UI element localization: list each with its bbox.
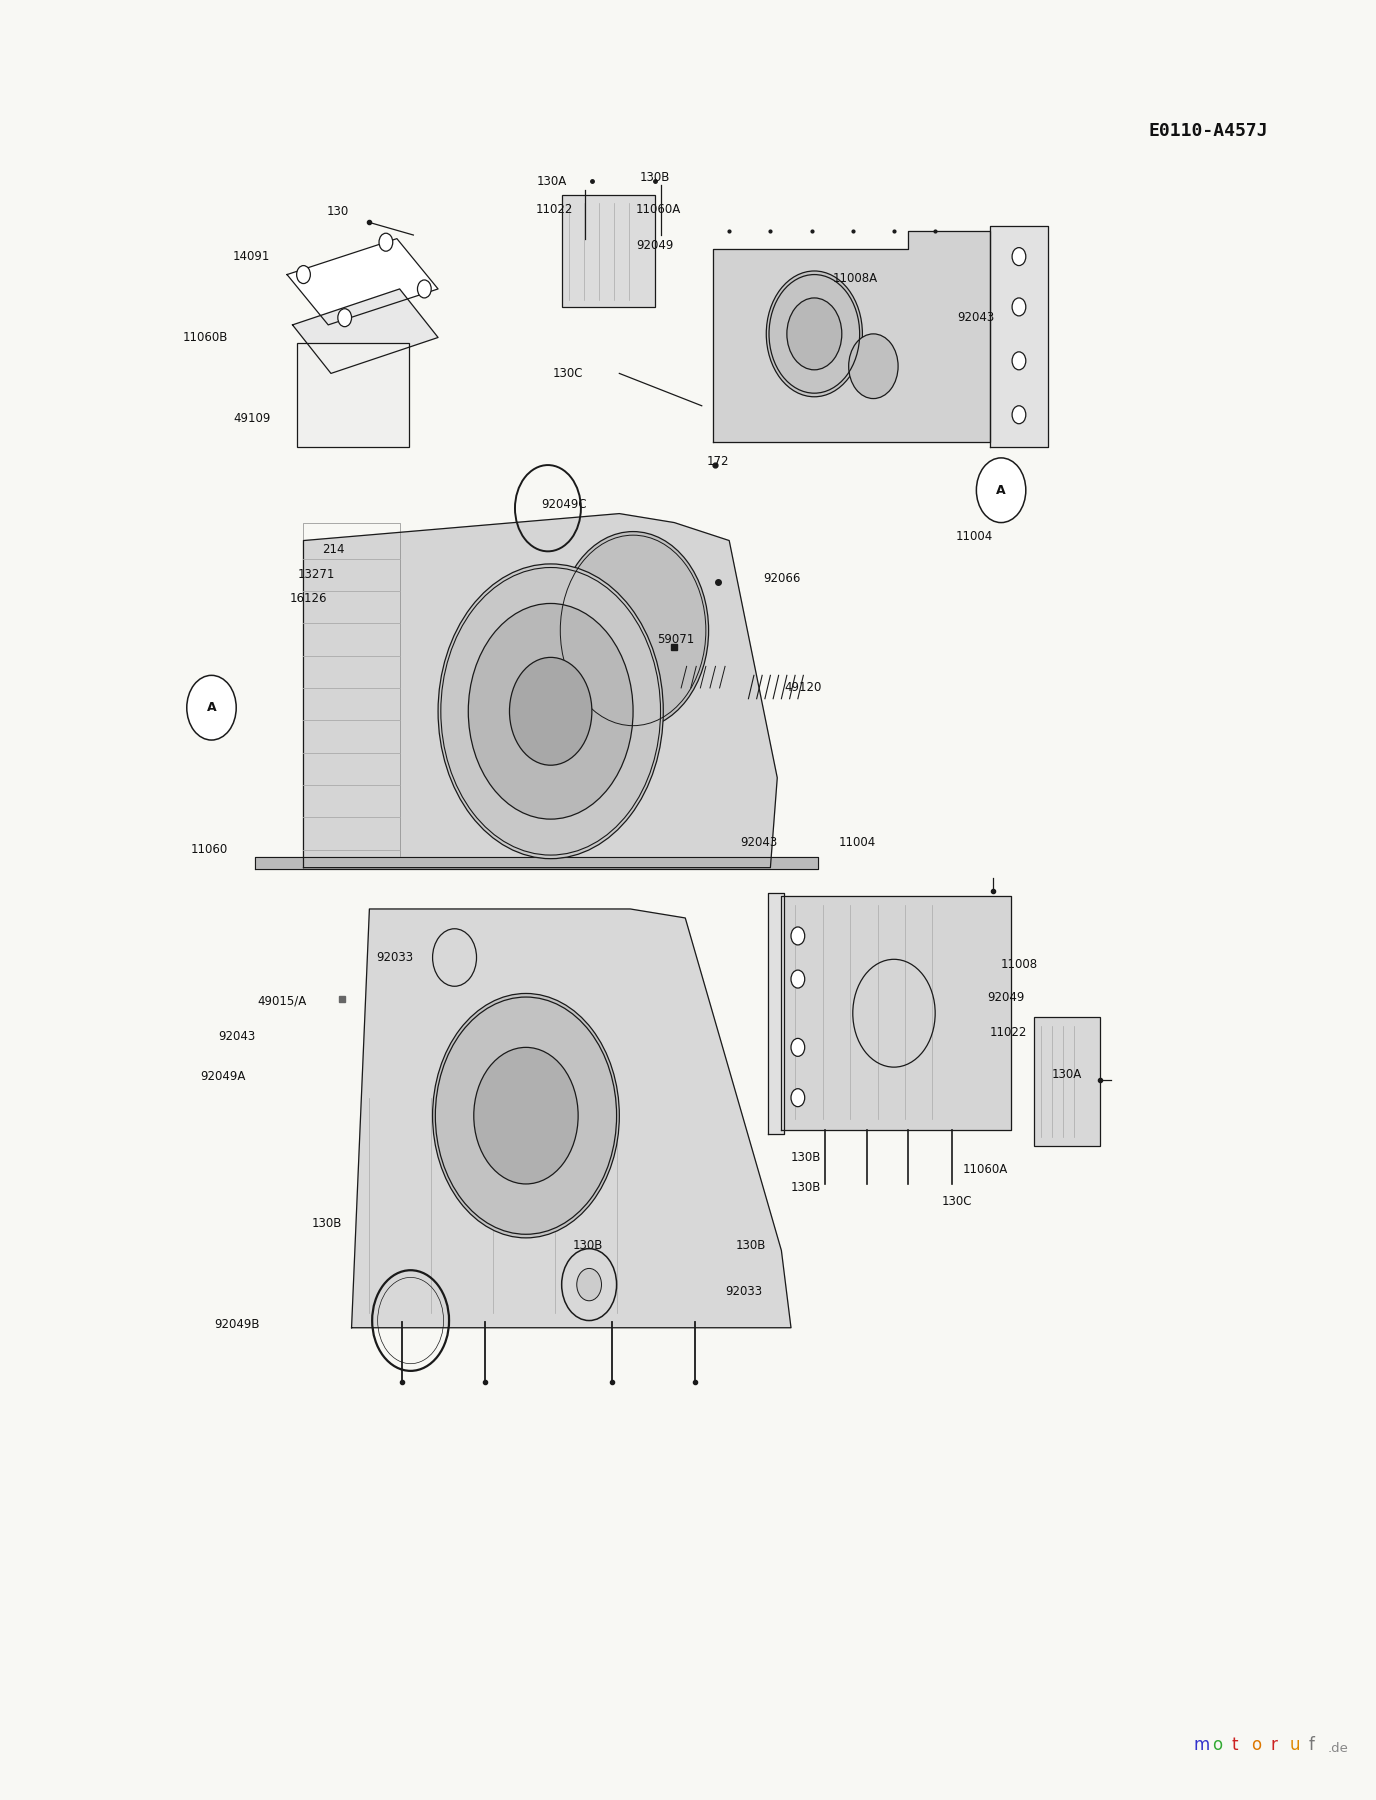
Circle shape <box>378 234 392 252</box>
Circle shape <box>577 1269 601 1301</box>
Circle shape <box>791 970 805 988</box>
Circle shape <box>849 333 899 398</box>
Text: 11022: 11022 <box>991 1026 1028 1039</box>
Circle shape <box>468 603 633 819</box>
Polygon shape <box>991 227 1047 446</box>
Text: 11008A: 11008A <box>832 272 878 284</box>
Text: 92049: 92049 <box>988 990 1025 1004</box>
Text: o: o <box>1212 1735 1223 1753</box>
Text: 49120: 49120 <box>784 682 821 695</box>
Text: 130C: 130C <box>553 367 583 380</box>
Text: 92049A: 92049A <box>201 1069 246 1082</box>
Text: 92043: 92043 <box>958 311 995 324</box>
Text: A: A <box>996 484 1006 497</box>
Circle shape <box>766 272 863 396</box>
Text: u: u <box>1289 1735 1300 1753</box>
Text: 130B: 130B <box>791 1150 821 1163</box>
Circle shape <box>977 457 1026 522</box>
Text: 49109: 49109 <box>233 412 271 425</box>
Circle shape <box>338 310 351 326</box>
Text: E0110-A457J: E0110-A457J <box>1148 122 1267 140</box>
Text: 59071: 59071 <box>658 634 695 646</box>
Polygon shape <box>768 893 784 1134</box>
Bar <box>1033 1017 1099 1147</box>
Text: 49015/A: 49015/A <box>257 994 307 1008</box>
Text: 92049C: 92049C <box>541 499 586 511</box>
Text: 92033: 92033 <box>376 950 413 965</box>
Text: 130B: 130B <box>572 1238 603 1251</box>
Bar <box>304 522 399 864</box>
Circle shape <box>1013 299 1026 317</box>
Circle shape <box>187 675 237 740</box>
Polygon shape <box>288 239 438 324</box>
Circle shape <box>417 281 431 299</box>
Circle shape <box>557 531 709 729</box>
Text: o: o <box>1251 1735 1262 1753</box>
Text: r: r <box>1270 1735 1277 1753</box>
Text: 11004: 11004 <box>839 835 877 850</box>
Text: 130C: 130C <box>943 1195 973 1208</box>
Polygon shape <box>304 513 777 868</box>
Text: 11060A: 11060A <box>636 203 681 216</box>
Bar <box>561 196 655 308</box>
Text: 14091: 14091 <box>233 250 271 263</box>
Circle shape <box>791 927 805 945</box>
Text: 130B: 130B <box>311 1217 343 1229</box>
Text: m: m <box>1193 1735 1210 1753</box>
Circle shape <box>787 299 842 369</box>
Text: 11008: 11008 <box>1002 958 1039 972</box>
Circle shape <box>1013 405 1026 423</box>
Text: 92049B: 92049B <box>215 1318 260 1330</box>
Circle shape <box>791 1089 805 1107</box>
Text: 11004: 11004 <box>956 531 993 544</box>
Text: 130A: 130A <box>537 175 567 187</box>
Text: 130B: 130B <box>640 171 670 184</box>
Circle shape <box>791 1039 805 1057</box>
Text: t: t <box>1232 1735 1238 1753</box>
Text: 130B: 130B <box>736 1238 766 1251</box>
Circle shape <box>509 657 592 765</box>
Text: f: f <box>1309 1735 1314 1753</box>
Text: .de: .de <box>1328 1742 1348 1755</box>
Text: 11060: 11060 <box>191 842 228 857</box>
Polygon shape <box>351 909 791 1328</box>
Text: 16126: 16126 <box>289 592 327 605</box>
Polygon shape <box>713 232 991 441</box>
Text: 11060B: 11060B <box>183 331 228 344</box>
Text: 130A: 130A <box>1051 1067 1082 1080</box>
Circle shape <box>297 266 311 284</box>
Text: 11022: 11022 <box>535 203 572 216</box>
Circle shape <box>473 1048 578 1184</box>
Circle shape <box>1013 351 1026 369</box>
Bar <box>297 342 409 446</box>
Text: 92033: 92033 <box>725 1285 762 1298</box>
Text: 92049: 92049 <box>636 239 673 252</box>
Text: 92043: 92043 <box>219 1030 256 1042</box>
Polygon shape <box>293 290 438 373</box>
Circle shape <box>438 563 663 859</box>
Text: 130: 130 <box>326 205 348 218</box>
Text: 11060A: 11060A <box>963 1163 1007 1175</box>
Text: 92066: 92066 <box>764 572 801 585</box>
Text: 214: 214 <box>322 544 345 556</box>
Text: 172: 172 <box>707 455 729 468</box>
Text: 130B: 130B <box>791 1181 821 1193</box>
Text: 92043: 92043 <box>740 835 777 850</box>
Circle shape <box>432 994 619 1238</box>
Polygon shape <box>256 857 819 869</box>
Text: A: A <box>206 702 216 715</box>
Polygon shape <box>782 896 1011 1130</box>
Text: 13271: 13271 <box>297 569 336 581</box>
Circle shape <box>1013 248 1026 266</box>
